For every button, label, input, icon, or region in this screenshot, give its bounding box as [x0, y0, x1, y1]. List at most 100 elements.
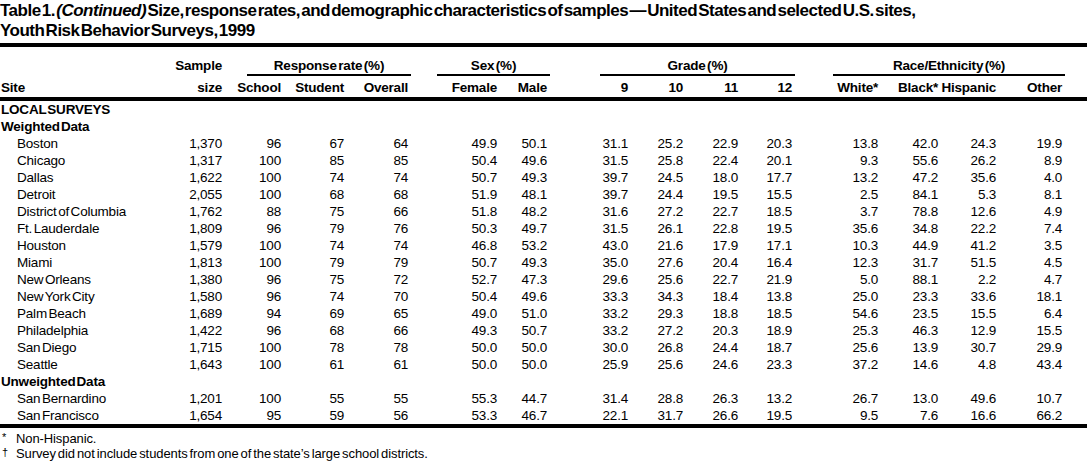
- site-name: Detroit: [0, 186, 160, 203]
- cell-grade-12: 18.5: [741, 203, 795, 220]
- table-row: Philadelphia1,42296686649.350.733.227.22…: [0, 322, 1087, 339]
- survey-data-table: SampleResponse rate (%)Sex (%)Grade (%)R…: [0, 43, 1087, 428]
- section-row: LOCAL SURVEYS: [0, 99, 1087, 118]
- cell-hispanic: 33.6: [941, 288, 999, 305]
- cell-white: 3.7: [795, 203, 881, 220]
- column-header-grade-10: 10: [631, 76, 686, 99]
- table-number: Table 1.: [0, 1, 55, 20]
- cell-male: 50.0: [500, 339, 550, 356]
- cell-white: 25.3: [795, 322, 881, 339]
- cell-other: 18.1: [999, 288, 1065, 305]
- cell-grade-9: 33.2: [550, 305, 631, 322]
- table-row: Palm Beach1,68994696549.051.033.229.318.…: [0, 305, 1087, 322]
- cell-grade-10: 28.8: [631, 390, 686, 407]
- cell-grade-12: 13.8: [741, 288, 795, 305]
- cell-male: 46.7: [500, 407, 550, 426]
- row-spacer: [1065, 186, 1087, 203]
- cell-grade-11: 20.4: [686, 254, 741, 271]
- table-row: District of Columbia1,76288756651.848.23…: [0, 203, 1087, 220]
- cell-sample-size: 1,579: [160, 237, 225, 254]
- header-spacer: [1065, 45, 1087, 76]
- cell-grade-12: 15.5: [741, 186, 795, 203]
- cell-hispanic: 49.6: [941, 390, 999, 407]
- column-header-female: Female: [411, 76, 500, 99]
- cell-grade-11: 22.7: [686, 271, 741, 288]
- table-row: New Orleans1,38096757252.747.329.625.622…: [0, 271, 1087, 288]
- cell-grade-11: 18.0: [686, 169, 741, 186]
- cell-other: 6.4: [999, 305, 1065, 322]
- cell-black: 23.3: [881, 288, 941, 305]
- column-header-black: Black*: [881, 76, 941, 99]
- site-name: Seattle: [0, 356, 160, 373]
- cell-female: 51.8: [411, 203, 500, 220]
- cell-white: 26.7: [795, 390, 881, 407]
- cell-student: 79: [284, 254, 347, 271]
- cell-grade-10: 26.1: [631, 220, 686, 237]
- cell-male: 50.7: [500, 322, 550, 339]
- cell-grade-10: 25.8: [631, 152, 686, 169]
- cell-grade-9: 39.7: [550, 186, 631, 203]
- cell-female: 53.3: [411, 407, 500, 426]
- cell-hispanic: 4.8: [941, 356, 999, 373]
- sample-header-top: Sample: [160, 45, 225, 76]
- header-group-row: SampleResponse rate (%)Sex (%)Grade (%)R…: [0, 45, 1087, 76]
- group-header-race-ethnicity-label: Race/Ethnicity (%): [833, 58, 1065, 76]
- continued-marker: (Continued): [56, 1, 146, 20]
- cell-student: 67: [284, 135, 347, 152]
- row-spacer: [1065, 237, 1087, 254]
- cell-black: 44.9: [881, 237, 941, 254]
- site-name: San Bernardino: [0, 390, 160, 407]
- cell-grade-11: 26.6: [686, 407, 741, 426]
- cell-grade-11: 22.8: [686, 220, 741, 237]
- row-spacer: [1065, 305, 1087, 322]
- cell-other: 4.5: [999, 254, 1065, 271]
- cell-hispanic: 26.2: [941, 152, 999, 169]
- cell-other: 8.1: [999, 186, 1065, 203]
- column-header-other: Other: [999, 76, 1065, 99]
- cell-school: 96: [225, 322, 284, 339]
- footnote-non-hispanic: *Non-Hispanic.: [0, 431, 1087, 446]
- cell-grade-11: 18.4: [686, 288, 741, 305]
- cell-other: 7.4: [999, 220, 1065, 237]
- footnotes: *Non-Hispanic. †Survey did not include s…: [0, 428, 1087, 462]
- cell-overall: 79: [347, 254, 411, 271]
- cell-sample-size: 1,813: [160, 254, 225, 271]
- cell-black: 88.1: [881, 271, 941, 288]
- cell-hispanic: 24.3: [941, 135, 999, 152]
- cell-school: 100: [225, 254, 284, 271]
- cell-black: 31.7: [881, 254, 941, 271]
- column-header-row: SitesizeSchoolStudentOverallFemaleMale91…: [0, 76, 1087, 99]
- cell-grade-11: 24.4: [686, 339, 741, 356]
- cell-white: 25.6: [795, 339, 881, 356]
- site-name: Philadelphia: [0, 322, 160, 339]
- cell-student: 74: [284, 169, 347, 186]
- column-header-grade-12: 12: [741, 76, 795, 99]
- cell-other: 4.0: [999, 169, 1065, 186]
- section-label: LOCAL SURVEYS: [0, 99, 1087, 118]
- cell-school: 100: [225, 339, 284, 356]
- site-name: Ft. Lauderdale: [0, 220, 160, 237]
- cell-sample-size: 1,689: [160, 305, 225, 322]
- cell-black: 78.8: [881, 203, 941, 220]
- site-name: District of Columbia: [0, 203, 160, 220]
- cell-grade-12: 20.1: [741, 152, 795, 169]
- cell-sample-size: 1,201: [160, 390, 225, 407]
- site-name: Boston: [0, 135, 160, 152]
- cell-school: 88: [225, 203, 284, 220]
- cell-white: 35.6: [795, 220, 881, 237]
- cell-student: 75: [284, 203, 347, 220]
- cell-overall: 72: [347, 271, 411, 288]
- cell-grade-10: 29.3: [631, 305, 686, 322]
- site-header-blank: [0, 45, 160, 76]
- table-row: Dallas1,622100747450.749.339.724.518.017…: [0, 169, 1087, 186]
- cell-student: 68: [284, 186, 347, 203]
- cell-other: 4.9: [999, 203, 1065, 220]
- table-body: LOCAL SURVEYSWeighted DataBoston1,370966…: [0, 99, 1087, 426]
- cell-grade-11: 26.3: [686, 390, 741, 407]
- group-header-response-rate-label: Response rate (%): [247, 58, 411, 76]
- cell-grade-11: 24.6: [686, 356, 741, 373]
- cell-hispanic: 16.6: [941, 407, 999, 426]
- row-spacer: [1065, 407, 1087, 426]
- footnote-survey-districts: †Survey did not include students from on…: [0, 446, 1087, 461]
- cell-other: 19.9: [999, 135, 1065, 152]
